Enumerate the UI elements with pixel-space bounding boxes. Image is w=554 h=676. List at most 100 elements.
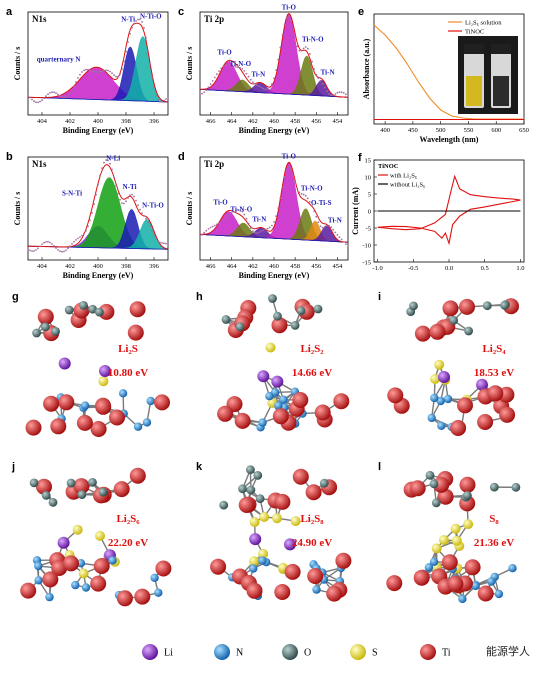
n-atom: [427, 413, 436, 423]
o-atom: [219, 500, 229, 510]
data-point: [292, 174, 294, 176]
data-point: [149, 63, 151, 66]
legend-entry: with Li₂S₆: [390, 173, 417, 180]
data-point: [216, 73, 218, 76]
y-tick-label: 15: [365, 157, 372, 164]
data-point: [157, 99, 159, 101]
y-tick-label: -15: [362, 259, 371, 266]
vial-cap-right: [491, 44, 511, 54]
ti-atom: [37, 308, 54, 325]
o-atom: [32, 328, 41, 338]
ti-atom: [95, 398, 112, 415]
data-point: [153, 234, 155, 237]
n-atom: [258, 556, 267, 565]
data-point: [81, 71, 83, 73]
data-point: [55, 247, 57, 249]
data-point: [315, 215, 318, 218]
data-point: [237, 66, 240, 69]
o-atom: [95, 307, 104, 317]
ti-atom: [50, 418, 67, 435]
o-atom: [464, 326, 473, 336]
data-point: [340, 91, 343, 93]
data-point: [232, 210, 235, 213]
x-tick-label: -1.0: [372, 265, 382, 272]
data-point: [143, 215, 145, 217]
data-point: [119, 73, 121, 76]
data-point: [203, 231, 206, 234]
data-point: [311, 60, 313, 63]
data-point: [326, 90, 328, 93]
data-point: [285, 16, 288, 19]
n-atom: [312, 585, 321, 594]
data-point: [117, 75, 119, 78]
data-point: [281, 34, 284, 36]
li-atom: [438, 371, 450, 383]
data-point: [147, 221, 149, 224]
data-point: [201, 92, 204, 95]
data-point: [145, 36, 147, 39]
peak-label: N-Ti-O: [142, 201, 164, 209]
data-point: [283, 23, 286, 26]
data-point: [319, 225, 322, 228]
ti-atom: [43, 395, 60, 412]
li-atom: [249, 533, 262, 546]
x-tick-label: 400: [380, 127, 390, 134]
x-tick-label: 398: [121, 263, 131, 270]
data-point: [266, 88, 269, 91]
data-point: [302, 47, 305, 50]
data-point: [298, 191, 301, 194]
ti-atom: [116, 590, 133, 607]
data-point: [321, 226, 324, 229]
data-point: [313, 210, 316, 213]
o-atom: [246, 465, 255, 475]
data-point: [87, 68, 89, 71]
panel-e: Li₂S₆ solution TiNOC 400 450 500 550 600 650 e Wa…: [358, 6, 529, 144]
ti-atom: [42, 571, 59, 588]
data-point: [319, 80, 322, 82]
data-point: [273, 221, 275, 223]
data-point: [93, 70, 95, 73]
ti-atom: [386, 575, 403, 592]
data-point: [254, 83, 256, 85]
data-point: [347, 245, 349, 247]
data-point: [201, 234, 204, 236]
data-point: [155, 94, 157, 97]
s-atom: [259, 512, 270, 522]
ti-atom: [441, 554, 458, 571]
data-point: [224, 64, 227, 66]
n-atom: [443, 394, 453, 404]
x-tick-label: 396: [149, 263, 160, 270]
x-tick-label: 456: [311, 263, 322, 270]
data-point: [203, 91, 206, 94]
data-point: [315, 73, 318, 76]
data-point: [135, 20, 137, 22]
data-point: [133, 195, 135, 198]
panel-title: Ti 2p: [204, 159, 224, 169]
x-tick-label: 454: [333, 263, 344, 270]
o-atom: [255, 494, 265, 504]
data-point: [326, 224, 328, 227]
n-atom: [265, 392, 274, 401]
vial-photo: [458, 36, 518, 114]
s-atom: [98, 376, 109, 387]
o-atom: [41, 491, 51, 500]
panel-label: d: [178, 151, 185, 163]
y-tick-label: 10: [365, 174, 372, 181]
panel-label: b: [6, 151, 13, 163]
data-point: [35, 249, 37, 251]
data-point: [151, 229, 153, 232]
data-point: [59, 94, 61, 97]
data-point: [306, 47, 309, 50]
ti-atom: [459, 298, 475, 315]
data-point: [67, 94, 69, 97]
data-point: [266, 227, 269, 230]
data-point: [103, 69, 105, 72]
data-point: [252, 81, 254, 83]
data-point: [317, 77, 320, 80]
x-tick-label: 454: [333, 118, 344, 125]
x-tick-label: 460: [269, 118, 279, 125]
data-point: [252, 230, 254, 233]
data-point: [296, 187, 299, 190]
panel-label: k: [196, 461, 203, 473]
o-legend-sphere: [282, 644, 298, 660]
